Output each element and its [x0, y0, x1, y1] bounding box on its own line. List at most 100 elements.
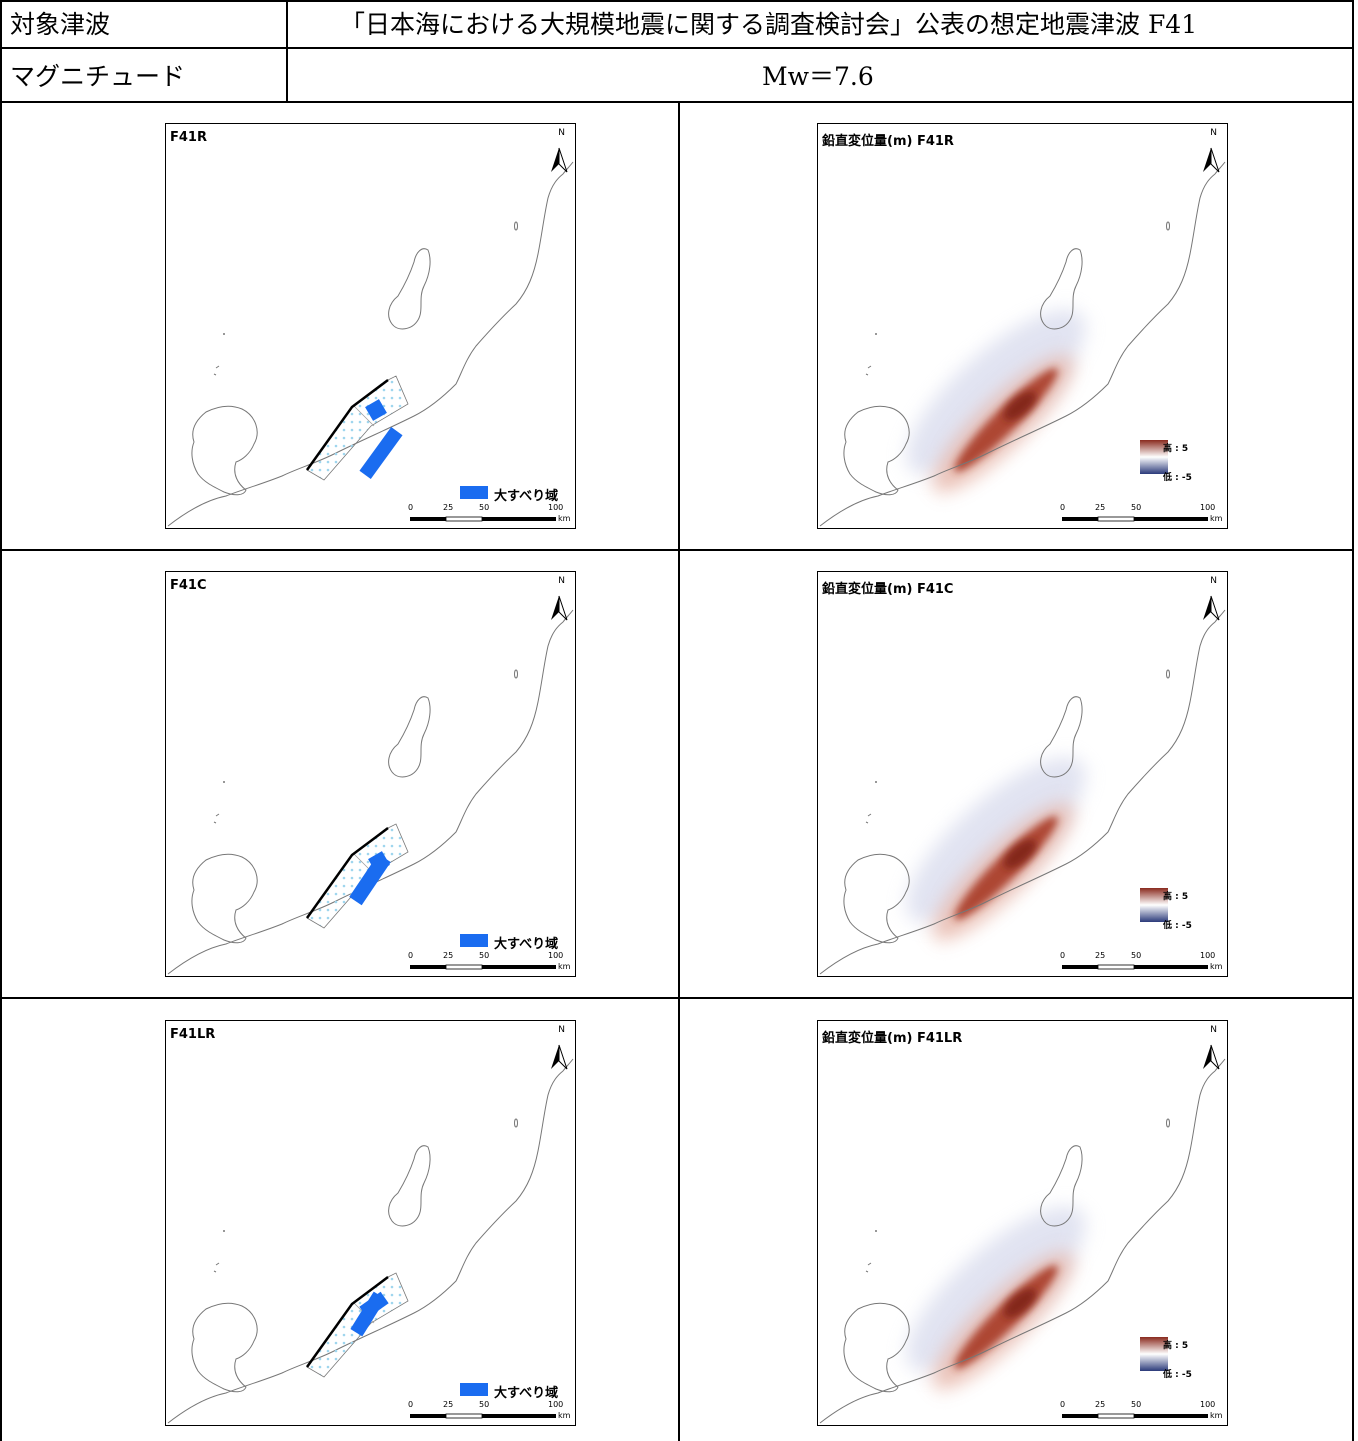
slip-legend-label: 大すべり域 [494, 489, 559, 504]
scale-tick-label: 100 [1200, 503, 1216, 512]
table-border [0, 101, 1354, 103]
fault-plane-area [306, 375, 409, 481]
fault-model-map: 0 25 50 100 km F41R N 大すべり域 [165, 123, 576, 529]
scale-unit: km [558, 1411, 571, 1420]
north-arrow-icon [1210, 595, 1220, 621]
islet-outline [514, 669, 518, 679]
north-arrow-icon [558, 595, 568, 621]
scale-tick-label: 25 [443, 503, 454, 512]
colorbar-low-label: 低 : -5 [1163, 473, 1192, 483]
islet-outline [875, 333, 877, 335]
slip-legend-label: 大すべり域 [494, 1386, 559, 1401]
noto-peninsula-outline [843, 853, 910, 944]
island-outline [1040, 248, 1083, 330]
north-arrow-icon [1210, 1044, 1220, 1070]
islet-outline [865, 1262, 872, 1273]
scale-bar-segment [410, 965, 446, 969]
fault-model-map: 0 25 50 100 km F41LR N 大すべり域 [165, 1020, 576, 1426]
large-slip-area [359, 1291, 389, 1319]
north-arrow-icon [551, 596, 559, 620]
fault-trace-line [305, 827, 389, 919]
islet-outline [223, 781, 225, 783]
islet-outline [1166, 1118, 1170, 1128]
scale-tick-label: 50 [1131, 951, 1142, 960]
scale-bar-segment [1062, 517, 1098, 521]
scale-tick-label: 50 [479, 951, 490, 960]
scale-tick-label: 100 [548, 503, 564, 512]
scale-bar-segment [482, 1414, 556, 1418]
scale-unit: km [1210, 1411, 1223, 1420]
noto-peninsula-outline [191, 405, 258, 496]
table-border [0, 47, 1354, 49]
scale-tick-label: 25 [1095, 951, 1106, 960]
large-slip-area [365, 399, 387, 421]
islet-outline [223, 1230, 225, 1232]
north-arrow-icon [1203, 1045, 1211, 1069]
uplift-peak [1003, 839, 1037, 869]
scale-bar-segment [445, 516, 483, 522]
fault-segment-divider [353, 405, 375, 427]
fault-map-svg [167, 1044, 574, 1424]
coastline [819, 161, 1226, 527]
noto-peninsula-outline [843, 1302, 910, 1393]
islet-outline [865, 813, 872, 824]
large-slip-area [359, 427, 403, 479]
panel-title: F41R [170, 130, 207, 145]
scale-bar-segment [482, 517, 556, 521]
slip-legend-swatch [460, 486, 488, 499]
table-border [0, 997, 1354, 999]
table-border-left [0, 0, 2, 1441]
scale-tick-label: 100 [1200, 1400, 1216, 1409]
colorbar [1140, 440, 1168, 474]
fault-map-svg [167, 595, 574, 975]
island-outline [1040, 1145, 1083, 1227]
north-label: N [558, 576, 565, 586]
scale-tick-label: 50 [1131, 1400, 1142, 1409]
islet-outline [213, 365, 220, 376]
islet-outline [514, 221, 518, 231]
scale-unit: km [558, 514, 571, 523]
islet-outline [1166, 669, 1170, 679]
north-arrow-icon [558, 147, 568, 173]
scale-bar-segment [1097, 516, 1135, 522]
scale-bar-segment [445, 1413, 483, 1419]
island-outline [388, 1145, 431, 1227]
uplift-peak [1003, 1288, 1037, 1318]
panel-title: 鉛直変位量(m) F41R [822, 134, 954, 149]
panel-title: 鉛直変位量(m) F41C [822, 582, 954, 597]
scale-bar-segment [445, 964, 483, 970]
panel-title: F41C [170, 578, 207, 593]
table-border [678, 101, 680, 1441]
fault-trace-line [305, 379, 389, 471]
scale-bar-segment [1134, 1414, 1208, 1418]
scale-bar-segment [1062, 965, 1098, 969]
colorbar-high-label: 高 : 5 [1163, 892, 1189, 902]
colorbar-low-label: 低 : -5 [1163, 921, 1192, 931]
colorbar-low-label: 低 : -5 [1163, 1370, 1192, 1380]
target-tsunami-label: 対象津波 [10, 10, 111, 39]
table-border [0, 549, 1354, 551]
scale-unit: km [1210, 514, 1223, 523]
colorbar-high-label: 高 : 5 [1163, 444, 1189, 454]
scale-bar-segment [482, 965, 556, 969]
north-label: N [1210, 128, 1217, 138]
slip-legend-swatch [460, 934, 488, 947]
coastline [819, 609, 1226, 975]
north-label: N [558, 128, 565, 138]
island-outline [388, 696, 431, 778]
scale-bar-segment [1062, 1414, 1098, 1418]
north-arrow-icon [551, 1045, 559, 1069]
table-border-top [0, 0, 1354, 2]
islet-outline [875, 1230, 877, 1232]
scale-tick-label: 100 [1200, 951, 1216, 960]
colorbar [1140, 888, 1168, 922]
table-border [286, 0, 288, 102]
noto-peninsula-outline [191, 853, 258, 944]
north-label: N [1210, 1025, 1217, 1035]
subsidence-zone [906, 1206, 1086, 1372]
north-arrow-icon [1203, 596, 1211, 620]
slip-legend-swatch [460, 1383, 488, 1396]
magnitude-value: Mw＝7.6 [762, 62, 874, 91]
fault-trace-line [305, 1276, 389, 1368]
